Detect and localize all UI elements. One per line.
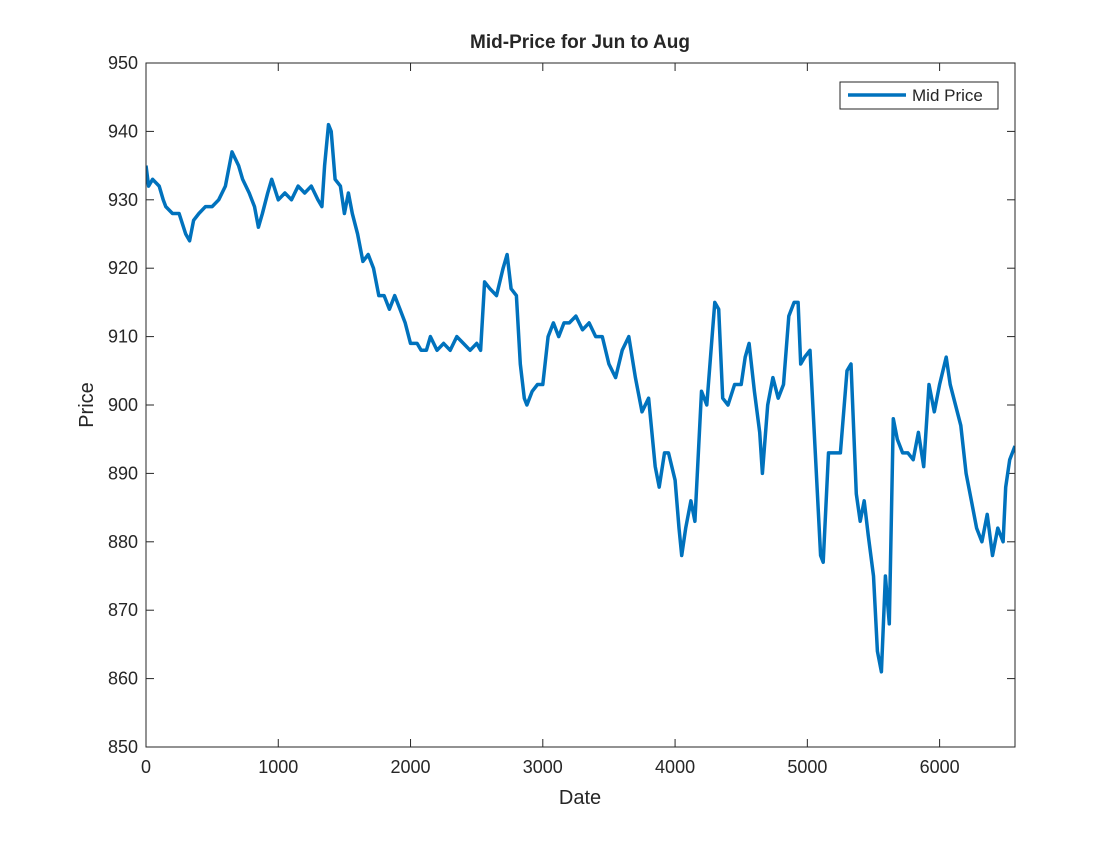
- y-tick-label: 870: [108, 600, 138, 620]
- y-tick-label: 910: [108, 327, 138, 347]
- legend-label: Mid Price: [912, 86, 983, 105]
- price-line: [146, 122, 1015, 674]
- x-tick-label: 6000: [920, 757, 960, 777]
- y-tick-label: 860: [108, 669, 138, 689]
- chart-title: Mid-Price for Jun to Aug: [470, 32, 690, 53]
- x-axis-label: Date: [559, 787, 601, 809]
- y-tick-label: 950: [108, 53, 138, 73]
- y-axis-label: Price: [76, 382, 98, 428]
- y-tick-label: 880: [108, 532, 138, 552]
- y-tick-label: 930: [108, 190, 138, 210]
- x-tick-label: 4000: [655, 757, 695, 777]
- y-tick-label: 920: [108, 258, 138, 278]
- y-tick-label: 850: [108, 737, 138, 757]
- plot-frame: [145, 62, 1016, 748]
- y-tick-label: 940: [108, 121, 138, 141]
- y-tick-label: 890: [108, 463, 138, 483]
- x-tick-label: 5000: [787, 757, 827, 777]
- x-tick-label: 2000: [391, 757, 431, 777]
- x-tick-label: 1000: [258, 757, 298, 777]
- y-tick-label: 900: [108, 395, 138, 415]
- x-tick-label: 0: [141, 757, 151, 777]
- x-tick-label: 3000: [523, 757, 563, 777]
